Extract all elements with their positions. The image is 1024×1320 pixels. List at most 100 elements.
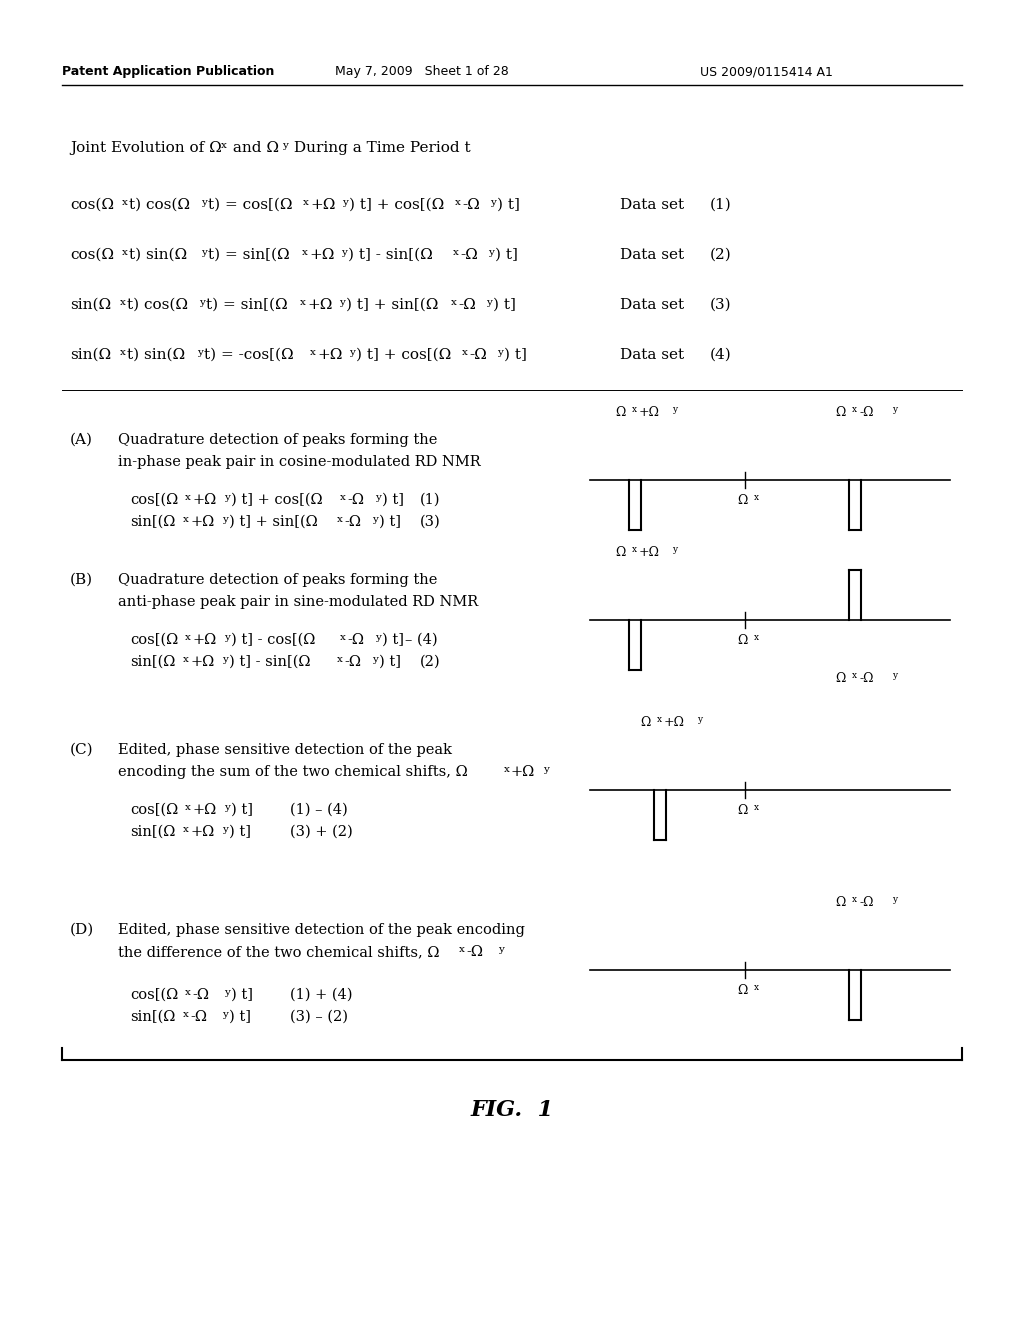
Text: Data set: Data set [620, 248, 684, 261]
Text: (3) – (2): (3) – (2) [290, 1010, 348, 1024]
Text: y: y [486, 298, 492, 308]
Text: y: y [672, 545, 677, 554]
Text: y: y [222, 1010, 228, 1019]
Text: ) t] + cos[(Ω: ) t] + cos[(Ω [356, 348, 452, 362]
Text: ) t]: ) t] [229, 1010, 251, 1024]
Text: +Ω: +Ω [190, 655, 214, 669]
Text: t) = sin[(Ω: t) = sin[(Ω [206, 298, 288, 312]
Text: Data set: Data set [620, 348, 684, 362]
Text: x: x [302, 248, 308, 257]
Text: cos[(Ω: cos[(Ω [130, 987, 178, 1002]
Text: y: y [282, 141, 288, 150]
Text: (1) + (4): (1) + (4) [290, 987, 352, 1002]
Text: Ω: Ω [640, 715, 650, 729]
Text: y: y [339, 298, 345, 308]
Text: y: y [224, 492, 229, 502]
Text: (D): (D) [70, 923, 94, 937]
Text: y: y [341, 248, 347, 257]
Text: cos(Ω: cos(Ω [70, 198, 114, 213]
Text: x: x [185, 803, 190, 812]
Text: y: y [342, 198, 348, 207]
Text: y: y [892, 671, 897, 680]
Text: Ω: Ω [737, 804, 748, 817]
Text: x: x [122, 248, 128, 257]
Text: -Ω: -Ω [347, 492, 364, 507]
Text: +Ω: +Ω [193, 803, 216, 817]
Text: y: y [697, 715, 702, 723]
Text: x: x [852, 671, 857, 680]
Text: sin[(Ω: sin[(Ω [130, 1010, 175, 1024]
Text: x: x [852, 895, 857, 904]
Text: x: x [303, 198, 309, 207]
Text: y: y [892, 405, 897, 414]
Text: Data set: Data set [620, 298, 684, 312]
Text: ) t]: ) t] [231, 803, 253, 817]
Text: t) sin(Ω: t) sin(Ω [129, 248, 187, 261]
Text: ) t]: ) t] [382, 492, 404, 507]
Text: y: y [375, 492, 381, 502]
Text: Ω: Ω [615, 545, 626, 558]
Text: -Ω: -Ω [344, 515, 361, 529]
Text: Ω: Ω [835, 672, 846, 685]
Text: y: y [222, 825, 228, 834]
Text: x: x [120, 298, 126, 308]
Text: +Ω: +Ω [307, 298, 333, 312]
Text: -Ω: -Ω [344, 655, 361, 669]
Text: -Ω: -Ω [347, 634, 364, 647]
Text: cos[(Ω: cos[(Ω [130, 634, 178, 647]
Text: +Ω: +Ω [193, 634, 216, 647]
Text: Edited, phase sensitive detection of the peak: Edited, phase sensitive detection of the… [118, 743, 452, 756]
Text: t) sin(Ω: t) sin(Ω [127, 348, 185, 362]
Text: y: y [892, 895, 897, 904]
Text: ) t] - sin[(Ω: ) t] - sin[(Ω [348, 248, 433, 261]
Text: sin[(Ω: sin[(Ω [130, 515, 175, 529]
Text: Patent Application Publication: Patent Application Publication [62, 66, 274, 78]
Text: FIG.  1: FIG. 1 [470, 1100, 554, 1121]
Text: x: x [453, 248, 459, 257]
Text: t) = -cos[(Ω: t) = -cos[(Ω [204, 348, 294, 362]
Text: ) t]: ) t] [379, 655, 401, 669]
Text: x: x [632, 405, 637, 414]
Text: ) t]: ) t] [382, 634, 404, 647]
Text: y: y [222, 515, 228, 524]
Text: (2): (2) [710, 248, 732, 261]
Text: x: x [340, 492, 346, 502]
Text: x: x [300, 298, 306, 308]
Text: +Ω: +Ω [664, 715, 685, 729]
Text: (4): (4) [710, 348, 732, 362]
Text: x: x [120, 348, 126, 356]
Text: +Ω: +Ω [190, 825, 214, 840]
Text: x: x [337, 655, 343, 664]
Text: ) t] + sin[(Ω: ) t] + sin[(Ω [346, 298, 438, 312]
Text: x: x [183, 825, 188, 834]
Text: (B): (B) [70, 573, 93, 587]
Text: ) t] - cos[(Ω: ) t] - cos[(Ω [231, 634, 315, 647]
Text: +Ω: +Ω [511, 766, 536, 779]
Text: sin[(Ω: sin[(Ω [130, 655, 175, 669]
Text: +Ω: +Ω [193, 492, 216, 507]
Text: y: y [375, 634, 381, 642]
Text: (3) + (2): (3) + (2) [290, 825, 352, 840]
Text: +Ω: +Ω [309, 248, 335, 261]
Text: Ω: Ω [737, 634, 748, 647]
Text: US 2009/0115414 A1: US 2009/0115414 A1 [700, 66, 833, 78]
Text: y: y [490, 198, 496, 207]
Text: +Ω: +Ω [639, 545, 660, 558]
Text: y: y [497, 348, 503, 356]
Text: Quadrature detection of peaks forming the: Quadrature detection of peaks forming th… [118, 573, 437, 587]
Text: -Ω: -Ω [469, 348, 486, 362]
Text: x: x [340, 634, 346, 642]
Text: x: x [221, 141, 227, 150]
Text: -Ω: -Ω [859, 895, 873, 908]
Text: x: x [754, 492, 759, 502]
Text: -Ω: -Ω [458, 298, 476, 312]
Text: x: x [657, 715, 663, 723]
Text: (1): (1) [710, 198, 732, 213]
Text: x: x [754, 983, 759, 993]
Text: x: x [504, 766, 510, 774]
Text: and Ω: and Ω [228, 141, 279, 154]
Text: y: y [197, 348, 203, 356]
Text: (C): (C) [70, 743, 93, 756]
Text: y: y [372, 655, 378, 664]
Text: ) t] + cos[(Ω: ) t] + cos[(Ω [349, 198, 444, 213]
